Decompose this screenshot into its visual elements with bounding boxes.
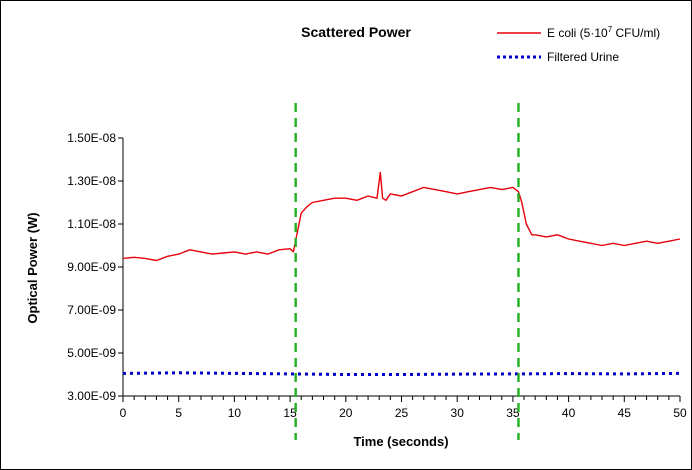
data-series [122, 171, 681, 376]
x-tick-label: 20 [339, 406, 353, 420]
x-tick-label: 5 [175, 406, 182, 420]
legend-label-ecoli: E coli (5·107 CFU/ml) [547, 25, 660, 40]
x-axis-label: Time (seconds) [353, 434, 448, 449]
x-tick-label: 40 [562, 406, 576, 420]
x-tick-label: 15 [283, 406, 297, 420]
y-axis-label: Optical Power (W) [25, 212, 40, 323]
x-tick-label: 35 [506, 406, 520, 420]
legend: E coli (5·107 CFU/ml) Filtered Urine [497, 25, 660, 64]
series-line-ecoli [122, 171, 681, 262]
legend-ecoli-base: 10 [594, 26, 608, 40]
y-tick-label: 9.00E-09 [67, 260, 116, 274]
y-tick-label: 5.00E-09 [67, 346, 116, 360]
legend-ecoli-exp: 7 [608, 25, 613, 34]
series-line-filtered-urine [122, 371, 681, 376]
x-tick-label: 45 [618, 406, 632, 420]
y-tick-label: 1.30E-08 [67, 174, 116, 188]
y-tick-label: 7.00E-09 [67, 303, 116, 317]
x-tick-label: 25 [395, 406, 409, 420]
x-tick-label: 50 [673, 406, 687, 420]
marker-lines [294, 103, 520, 440]
legend-ecoli-rest: CFU/ml) [612, 26, 660, 40]
legend-label-urine: Filtered Urine [547, 50, 619, 64]
y-tick-label: 3.00E-09 [67, 389, 116, 403]
y-tick-label: 1.10E-08 [67, 217, 116, 231]
axes: 3.00E-09 5.00E-09 7.00E-09 9.00E-09 1.10E-08… [67, 131, 687, 420]
x-tick-label: 10 [228, 406, 242, 420]
legend-ecoli-main: E coli (5 [547, 26, 591, 40]
y-tick-label: 1.50E-08 [67, 131, 116, 145]
x-tick-label: 0 [120, 406, 127, 420]
legend-ecoli-dot: · [590, 26, 594, 40]
x-tick-label: 30 [451, 406, 465, 420]
chart-title: Scattered Power [301, 24, 411, 40]
